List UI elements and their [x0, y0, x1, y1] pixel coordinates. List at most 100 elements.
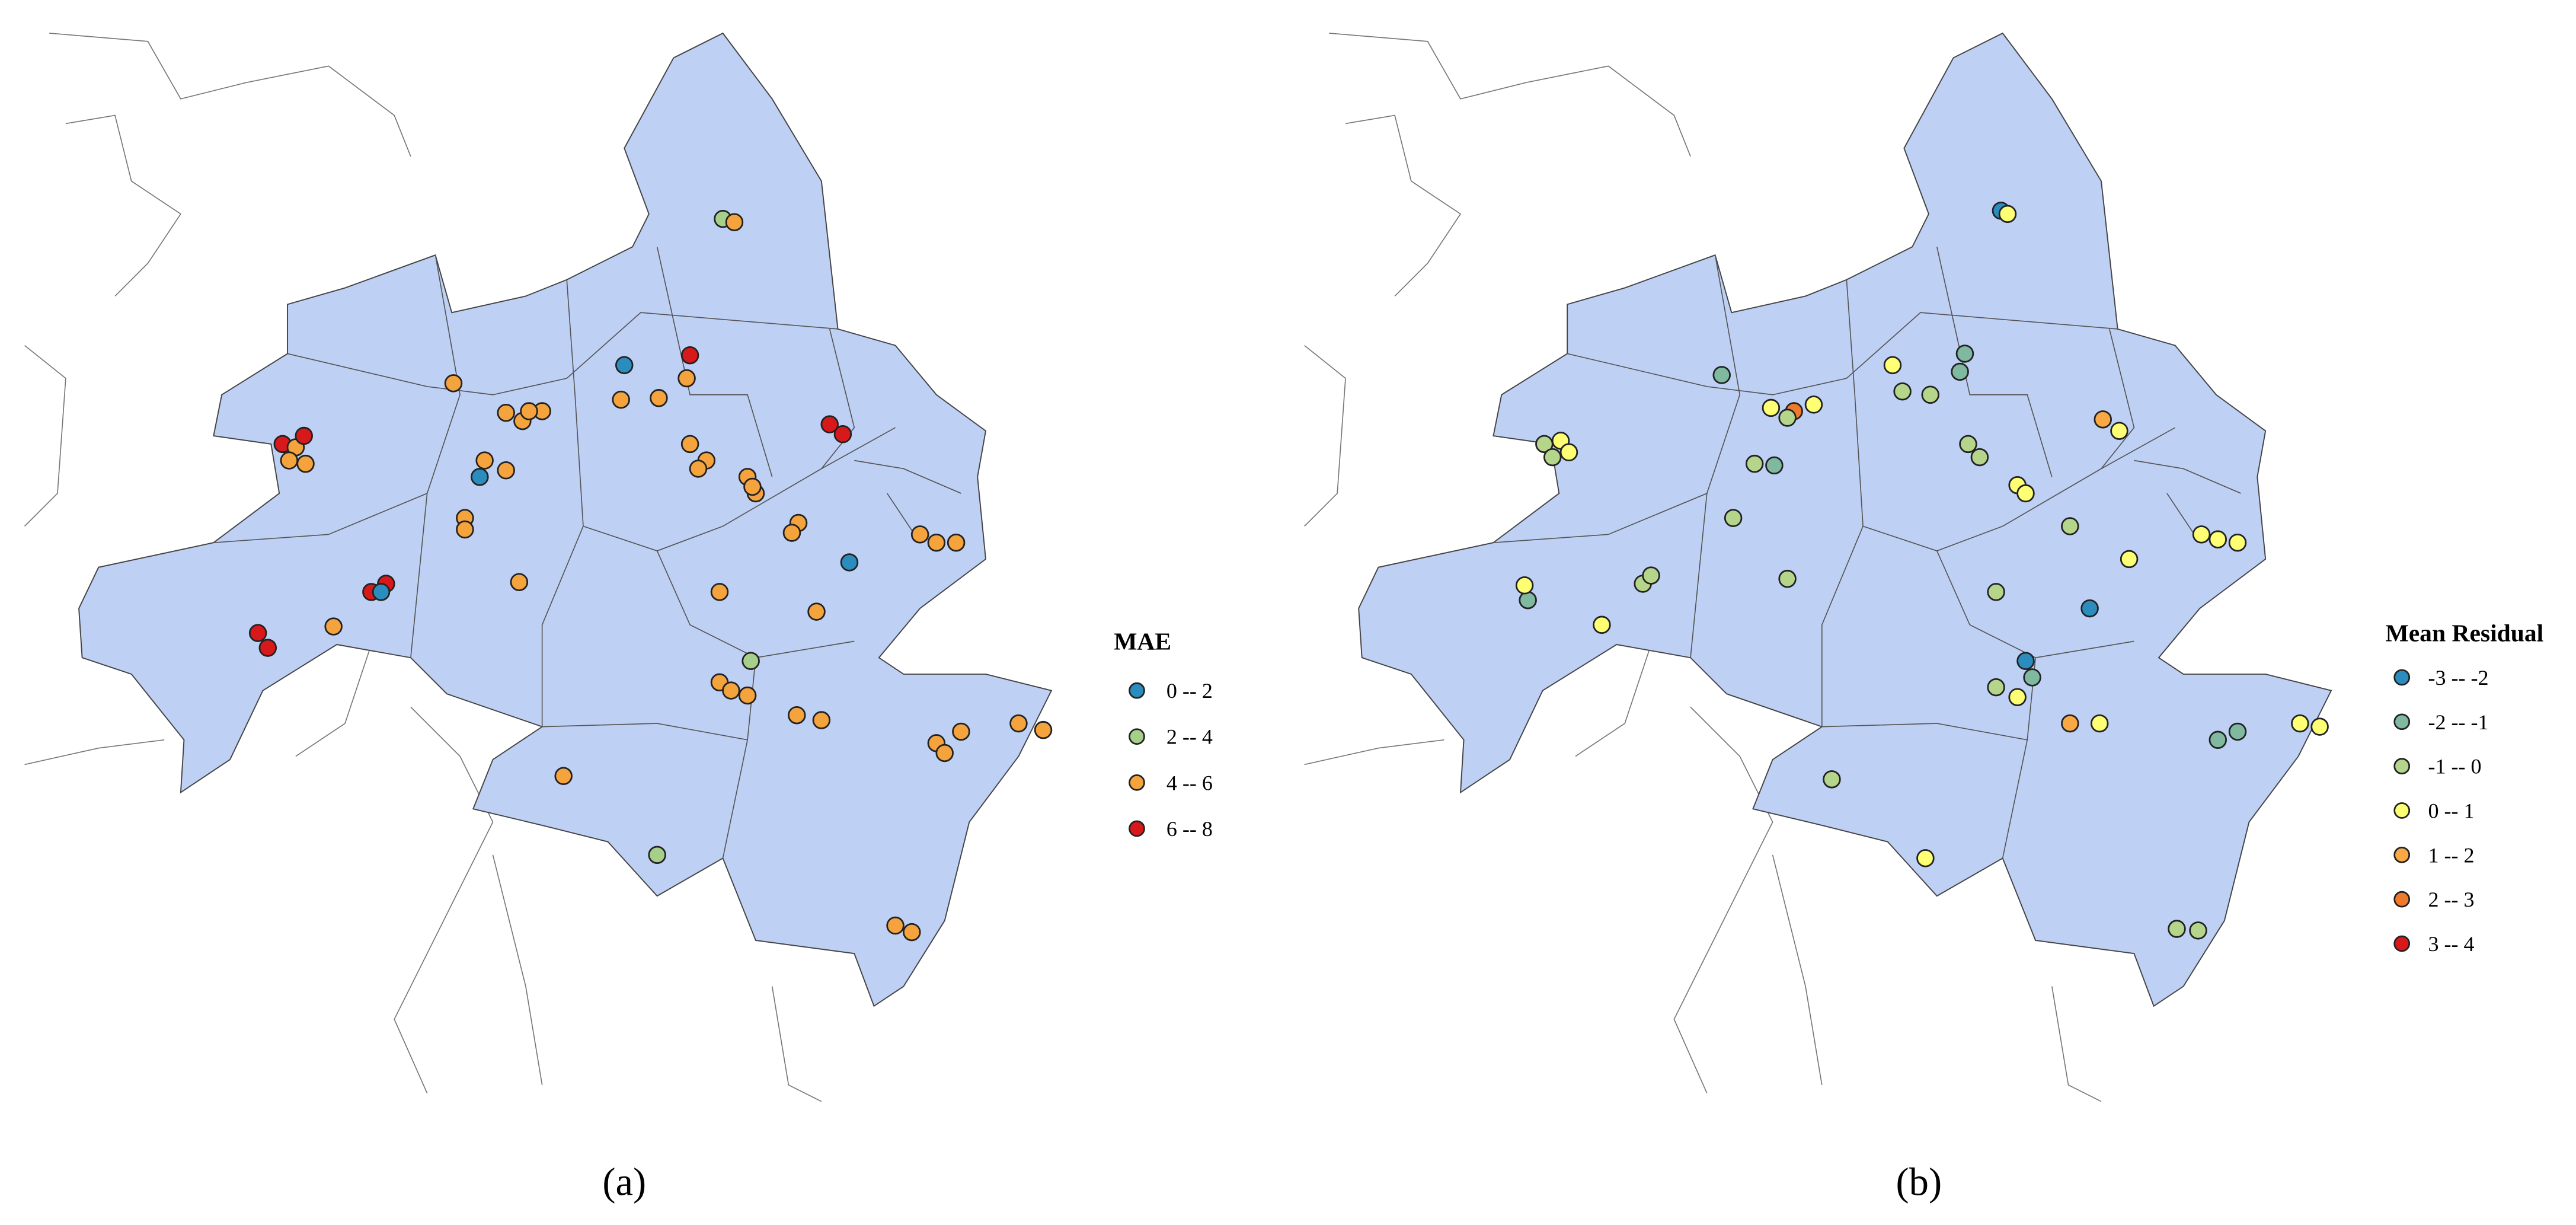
- station: [2291, 714, 2309, 733]
- station: [742, 652, 760, 671]
- caption: (b): [1896, 1161, 1942, 1204]
- station: [2110, 422, 2128, 440]
- legend-swatch: [1129, 728, 1145, 745]
- station: [612, 390, 630, 409]
- station: [820, 415, 839, 433]
- station: [497, 403, 515, 422]
- legend-label: 4 -- 6: [1166, 771, 1213, 795]
- station: [258, 639, 277, 657]
- station: [2228, 533, 2247, 552]
- caption: (a): [602, 1161, 646, 1204]
- legend-swatch: [1129, 682, 1145, 699]
- station: [738, 686, 757, 705]
- legend-swatch: [2393, 713, 2411, 730]
- station: [471, 468, 489, 486]
- station: [1543, 448, 1562, 467]
- station: [324, 617, 343, 636]
- legend-label: 3 -- 4: [2428, 932, 2475, 956]
- station: [743, 477, 762, 496]
- station: [280, 451, 299, 470]
- station: [1987, 678, 2005, 697]
- station: [372, 583, 391, 601]
- legend-label: 2 -- 4: [1166, 725, 1213, 749]
- station: [648, 846, 666, 864]
- station: [510, 573, 529, 591]
- station: [1804, 395, 1823, 414]
- legend-swatch: [2393, 935, 2411, 952]
- station: [1034, 720, 1053, 739]
- station: [927, 533, 946, 552]
- legend-title: Mean Residual: [2385, 620, 2543, 647]
- station: [1823, 770, 1841, 789]
- station: [1883, 356, 1902, 375]
- station: [1745, 454, 1764, 473]
- station: [1778, 569, 1797, 588]
- station: [725, 213, 744, 231]
- station: [2168, 920, 2186, 938]
- legend-label: -2 -- -1: [2428, 710, 2489, 734]
- station: [1009, 714, 1028, 733]
- station: [1778, 409, 1797, 427]
- station: [2310, 717, 2329, 736]
- station: [1765, 456, 1784, 475]
- station: [1951, 362, 1969, 381]
- station: [497, 461, 515, 480]
- station: [2016, 652, 2035, 671]
- station: [475, 451, 494, 470]
- station: [2189, 921, 2207, 940]
- station: [2094, 410, 2112, 429]
- station: [1762, 398, 1781, 417]
- station: [2228, 722, 2247, 741]
- station: [456, 520, 474, 539]
- station: [952, 722, 970, 741]
- station: [677, 369, 696, 388]
- station: [910, 525, 929, 544]
- legend-label: 0 -- 2: [1166, 679, 1213, 703]
- station: [1998, 205, 2017, 224]
- station: [1712, 366, 1731, 384]
- legend-swatch: [2393, 758, 2411, 775]
- station: [2061, 517, 2079, 535]
- station: [2192, 525, 2211, 544]
- station: [1987, 583, 2005, 601]
- legend-label: -3 -- -2: [2428, 666, 2489, 690]
- station: [650, 389, 668, 407]
- station: [554, 767, 573, 786]
- station: [2008, 688, 2027, 706]
- station: [1916, 849, 1935, 867]
- station: [2080, 599, 2099, 618]
- basemap-b: [1303, 33, 2332, 1102]
- station: [1921, 385, 1939, 404]
- legend-swatch: [2393, 802, 2411, 819]
- station: [788, 706, 806, 725]
- station: [248, 624, 267, 642]
- legend-label: 2 -- 3: [2428, 888, 2475, 911]
- station: [1515, 576, 1534, 595]
- legend-swatch: [2393, 891, 2411, 908]
- station: [1593, 615, 1611, 634]
- station: [2120, 550, 2139, 569]
- legend-swatch: [1129, 820, 1145, 837]
- station: [807, 602, 826, 621]
- station: [1519, 591, 1537, 610]
- station: [833, 425, 852, 444]
- station: [615, 356, 634, 375]
- station: [903, 923, 921, 942]
- station: [947, 533, 966, 552]
- legend-title: MAE: [1114, 627, 1171, 655]
- legend-swatch: [2393, 846, 2411, 863]
- station: [296, 454, 315, 473]
- station: [680, 435, 699, 454]
- station: [2061, 714, 2079, 733]
- station: [1955, 344, 1974, 363]
- station: [840, 553, 859, 572]
- station: [2090, 714, 2109, 733]
- legend-label: 0 -- 1: [2428, 799, 2475, 822]
- station: [935, 744, 954, 763]
- station: [1642, 566, 1660, 585]
- station: [2023, 668, 2041, 687]
- station: [2209, 730, 2227, 749]
- station: [886, 916, 905, 935]
- station: [710, 583, 729, 601]
